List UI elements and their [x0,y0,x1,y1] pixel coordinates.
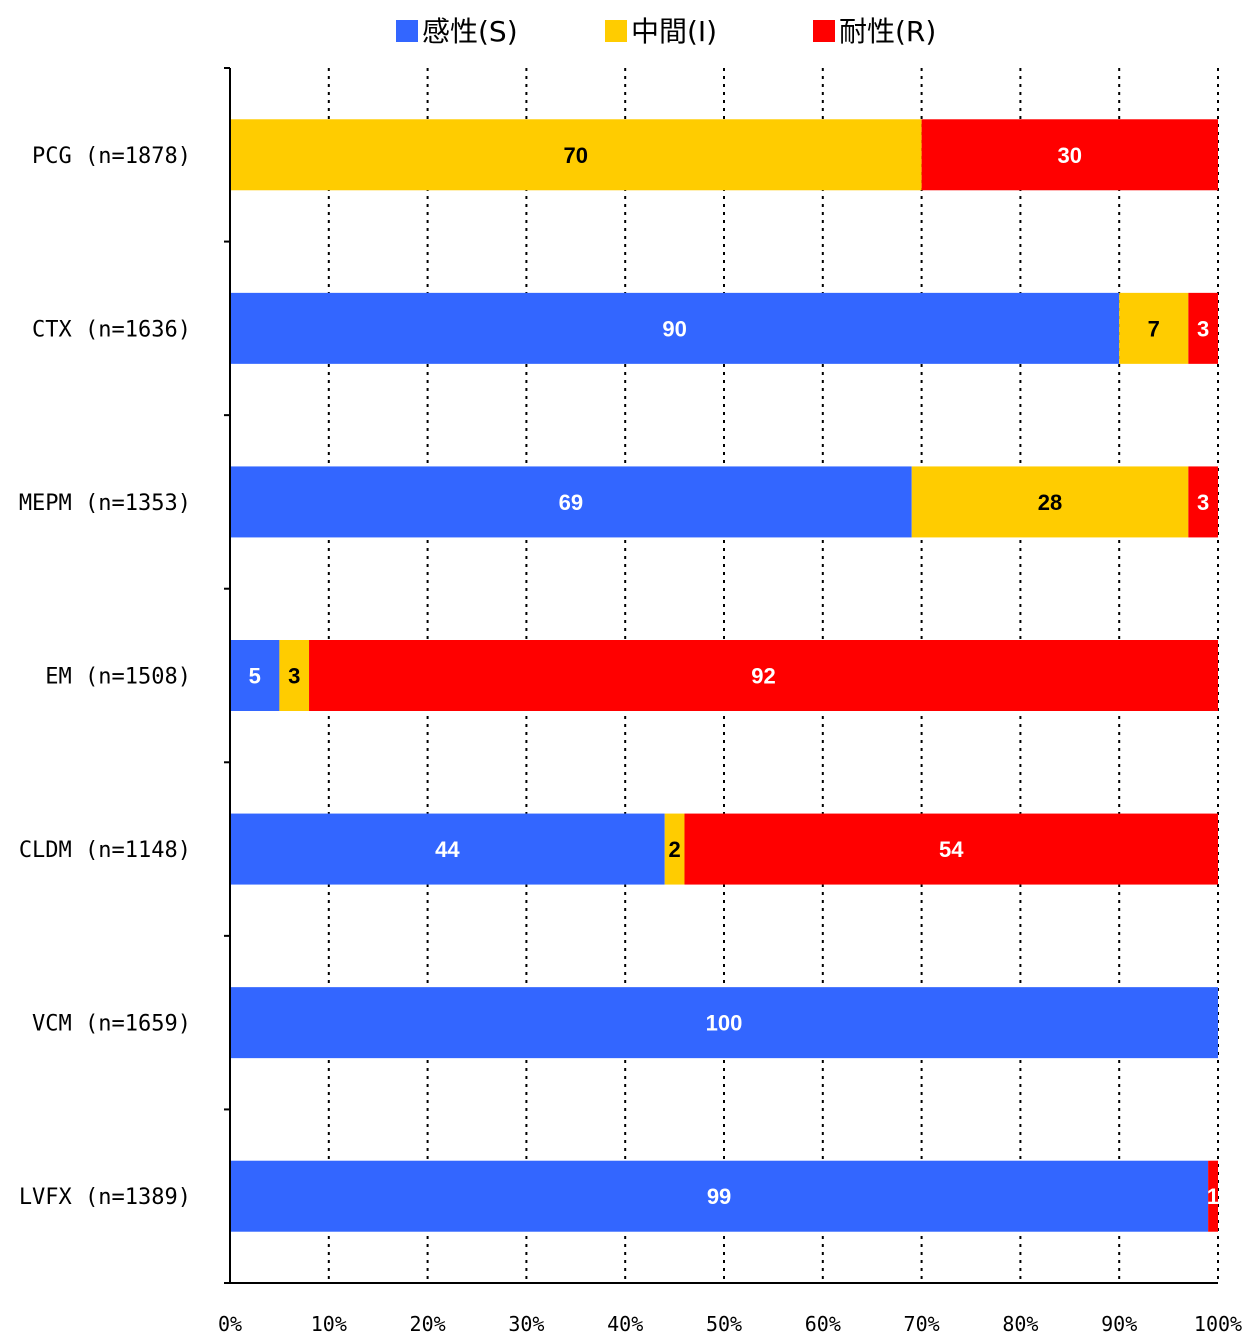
x-tick-label: 80% [1002,1312,1038,1332]
bar-pcg-series-1 [230,119,922,191]
data-label: 100 [706,1011,743,1036]
data-label: 44 [435,837,460,862]
bar-pcg-series-2 [921,119,1218,191]
data-label: 92 [751,664,775,689]
bar-ctx-series-0 [230,292,1120,364]
bar-em-series-2 [309,640,1218,711]
x-tick-label: 40% [607,1312,643,1332]
category-label: LVFX (n=1389) [19,1185,191,1210]
bars-layer: 70 30 90 7 3 69 28 3 5 3 92 44 2 54 100 99 1 [230,119,1219,1232]
category-label: CLDM (n=1148) [19,838,191,863]
x-tick-label: 0% [218,1312,242,1332]
data-label: 54 [939,837,964,862]
data-label: 99 [707,1184,731,1209]
bar-mepm-series-1 [911,466,1189,538]
legend-label-2: 耐性(R) [839,15,936,48]
bar-mepm-series-0 [230,466,912,538]
x-tick-label: 10% [311,1312,347,1332]
data-label: 3 [1197,490,1209,515]
bar-mepm-series-2 [1188,466,1218,538]
bar-em-series-1 [279,640,310,711]
category-label: EM (n=1508) [45,665,191,690]
grid-lines [327,68,1219,1283]
data-label: 28 [1038,490,1062,515]
data-label: 69 [559,490,583,515]
category-label: PCG (n=1878) [32,144,191,169]
bar-lvfx-series-2 [1208,1160,1218,1232]
category-label: CTX (n=1636) [32,317,191,342]
bar-vcm-series-0 [230,987,1218,1059]
bar-cldm-series-1 [664,813,685,885]
bar-em-series-0 [230,640,280,711]
x-tick-label: 30% [508,1312,544,1332]
data-label: 90 [662,316,686,341]
x-tick-label: 100% [1194,1312,1242,1332]
legend-swatch-1 [605,20,627,42]
bar-lvfx-series-0 [230,1160,1209,1232]
data-label: 70 [564,143,588,168]
legend-swatch-2 [813,20,835,42]
bar-ctx-series-1 [1119,292,1189,364]
data-label: 5 [249,664,261,689]
x-tick-label: 70% [904,1312,940,1332]
data-label: 3 [1197,316,1209,341]
legend: 感性(S) 中間(I) 耐性(R) [396,15,936,48]
data-label: 7 [1148,316,1160,341]
x-tick-label: 60% [805,1312,841,1332]
data-label: 3 [288,664,300,689]
legend-label-0: 感性(S) [422,15,518,48]
data-label: 1 [1207,1184,1219,1209]
legend-swatch-0 [396,20,418,42]
x-tick-label: 20% [410,1312,446,1332]
bar-cldm-series-0 [230,813,665,885]
legend-label-1: 中間(I) [631,15,717,48]
x-tick-label: 90% [1101,1312,1137,1332]
x-tick-label: 50% [706,1312,742,1332]
bar-ctx-series-2 [1188,292,1218,364]
data-label: 30 [1058,143,1082,168]
bar-cldm-series-2 [684,813,1218,885]
category-label: VCM (n=1659) [32,1012,191,1037]
axes: 0% 10% 20% 30% 40% 50% 60% 70% 80% 90% 100% PCG (n=… [19,67,1242,1332]
data-label: 2 [668,837,680,862]
category-label: MEPM (n=1353) [19,491,191,516]
